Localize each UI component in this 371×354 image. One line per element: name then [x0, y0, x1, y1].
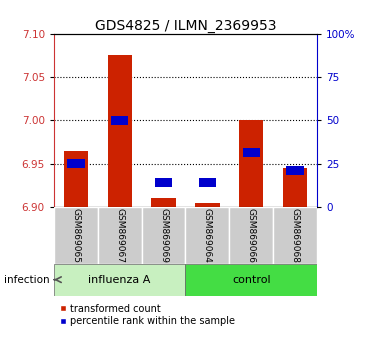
Bar	[151, 199, 175, 207]
Text: control: control	[232, 275, 271, 285]
Bar	[64, 151, 88, 207]
Bar	[111, 116, 128, 125]
Text: GSM869064: GSM869064	[203, 208, 212, 263]
Title: GDS4825 / ILMN_2369953: GDS4825 / ILMN_2369953	[95, 19, 276, 33]
Text: GSM869068: GSM869068	[291, 208, 300, 263]
Text: infection: infection	[4, 275, 49, 285]
Bar	[273, 207, 317, 264]
Bar	[186, 264, 317, 296]
Bar	[229, 207, 273, 264]
Bar	[54, 264, 185, 296]
Bar	[155, 178, 172, 187]
Text: GSM869065: GSM869065	[71, 208, 80, 263]
Bar	[283, 168, 307, 207]
Text: GSM869069: GSM869069	[159, 208, 168, 263]
Bar	[108, 55, 132, 207]
Bar	[243, 148, 260, 157]
Bar	[186, 207, 229, 264]
Bar	[239, 120, 263, 207]
Bar	[67, 159, 85, 168]
Bar	[286, 166, 304, 175]
Text: GSM869066: GSM869066	[247, 208, 256, 263]
Bar	[54, 207, 98, 264]
Bar	[198, 178, 216, 187]
Bar	[142, 207, 186, 264]
Text: influenza A: influenza A	[88, 275, 151, 285]
Bar	[98, 207, 142, 264]
Bar	[196, 203, 220, 207]
Text: GSM869067: GSM869067	[115, 208, 124, 263]
Legend: transformed count, percentile rank within the sample: transformed count, percentile rank withi…	[59, 304, 235, 326]
